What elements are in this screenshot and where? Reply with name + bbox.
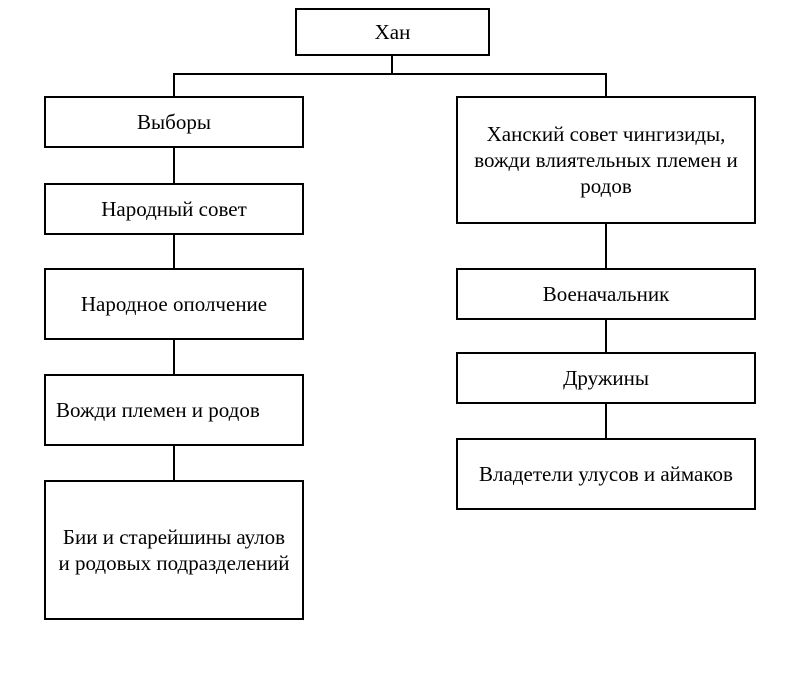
node-l4: Вожди племен и родов [44,374,304,446]
node-l5: Бии и старейшины аулов и родовых подразд… [44,480,304,620]
node-l2: Народный совет [44,183,304,235]
node-root: Хан [295,8,490,56]
node-l3: Народное ополчение [44,268,304,340]
node-r3: Дружины [456,352,756,404]
node-r2: Военачальник [456,268,756,320]
node-l1: Выборы [44,96,304,148]
node-r1: Ханский совет чингизиды, вожди влиятельн… [456,96,756,224]
node-r4: Владетели улусов и аймаков [456,438,756,510]
